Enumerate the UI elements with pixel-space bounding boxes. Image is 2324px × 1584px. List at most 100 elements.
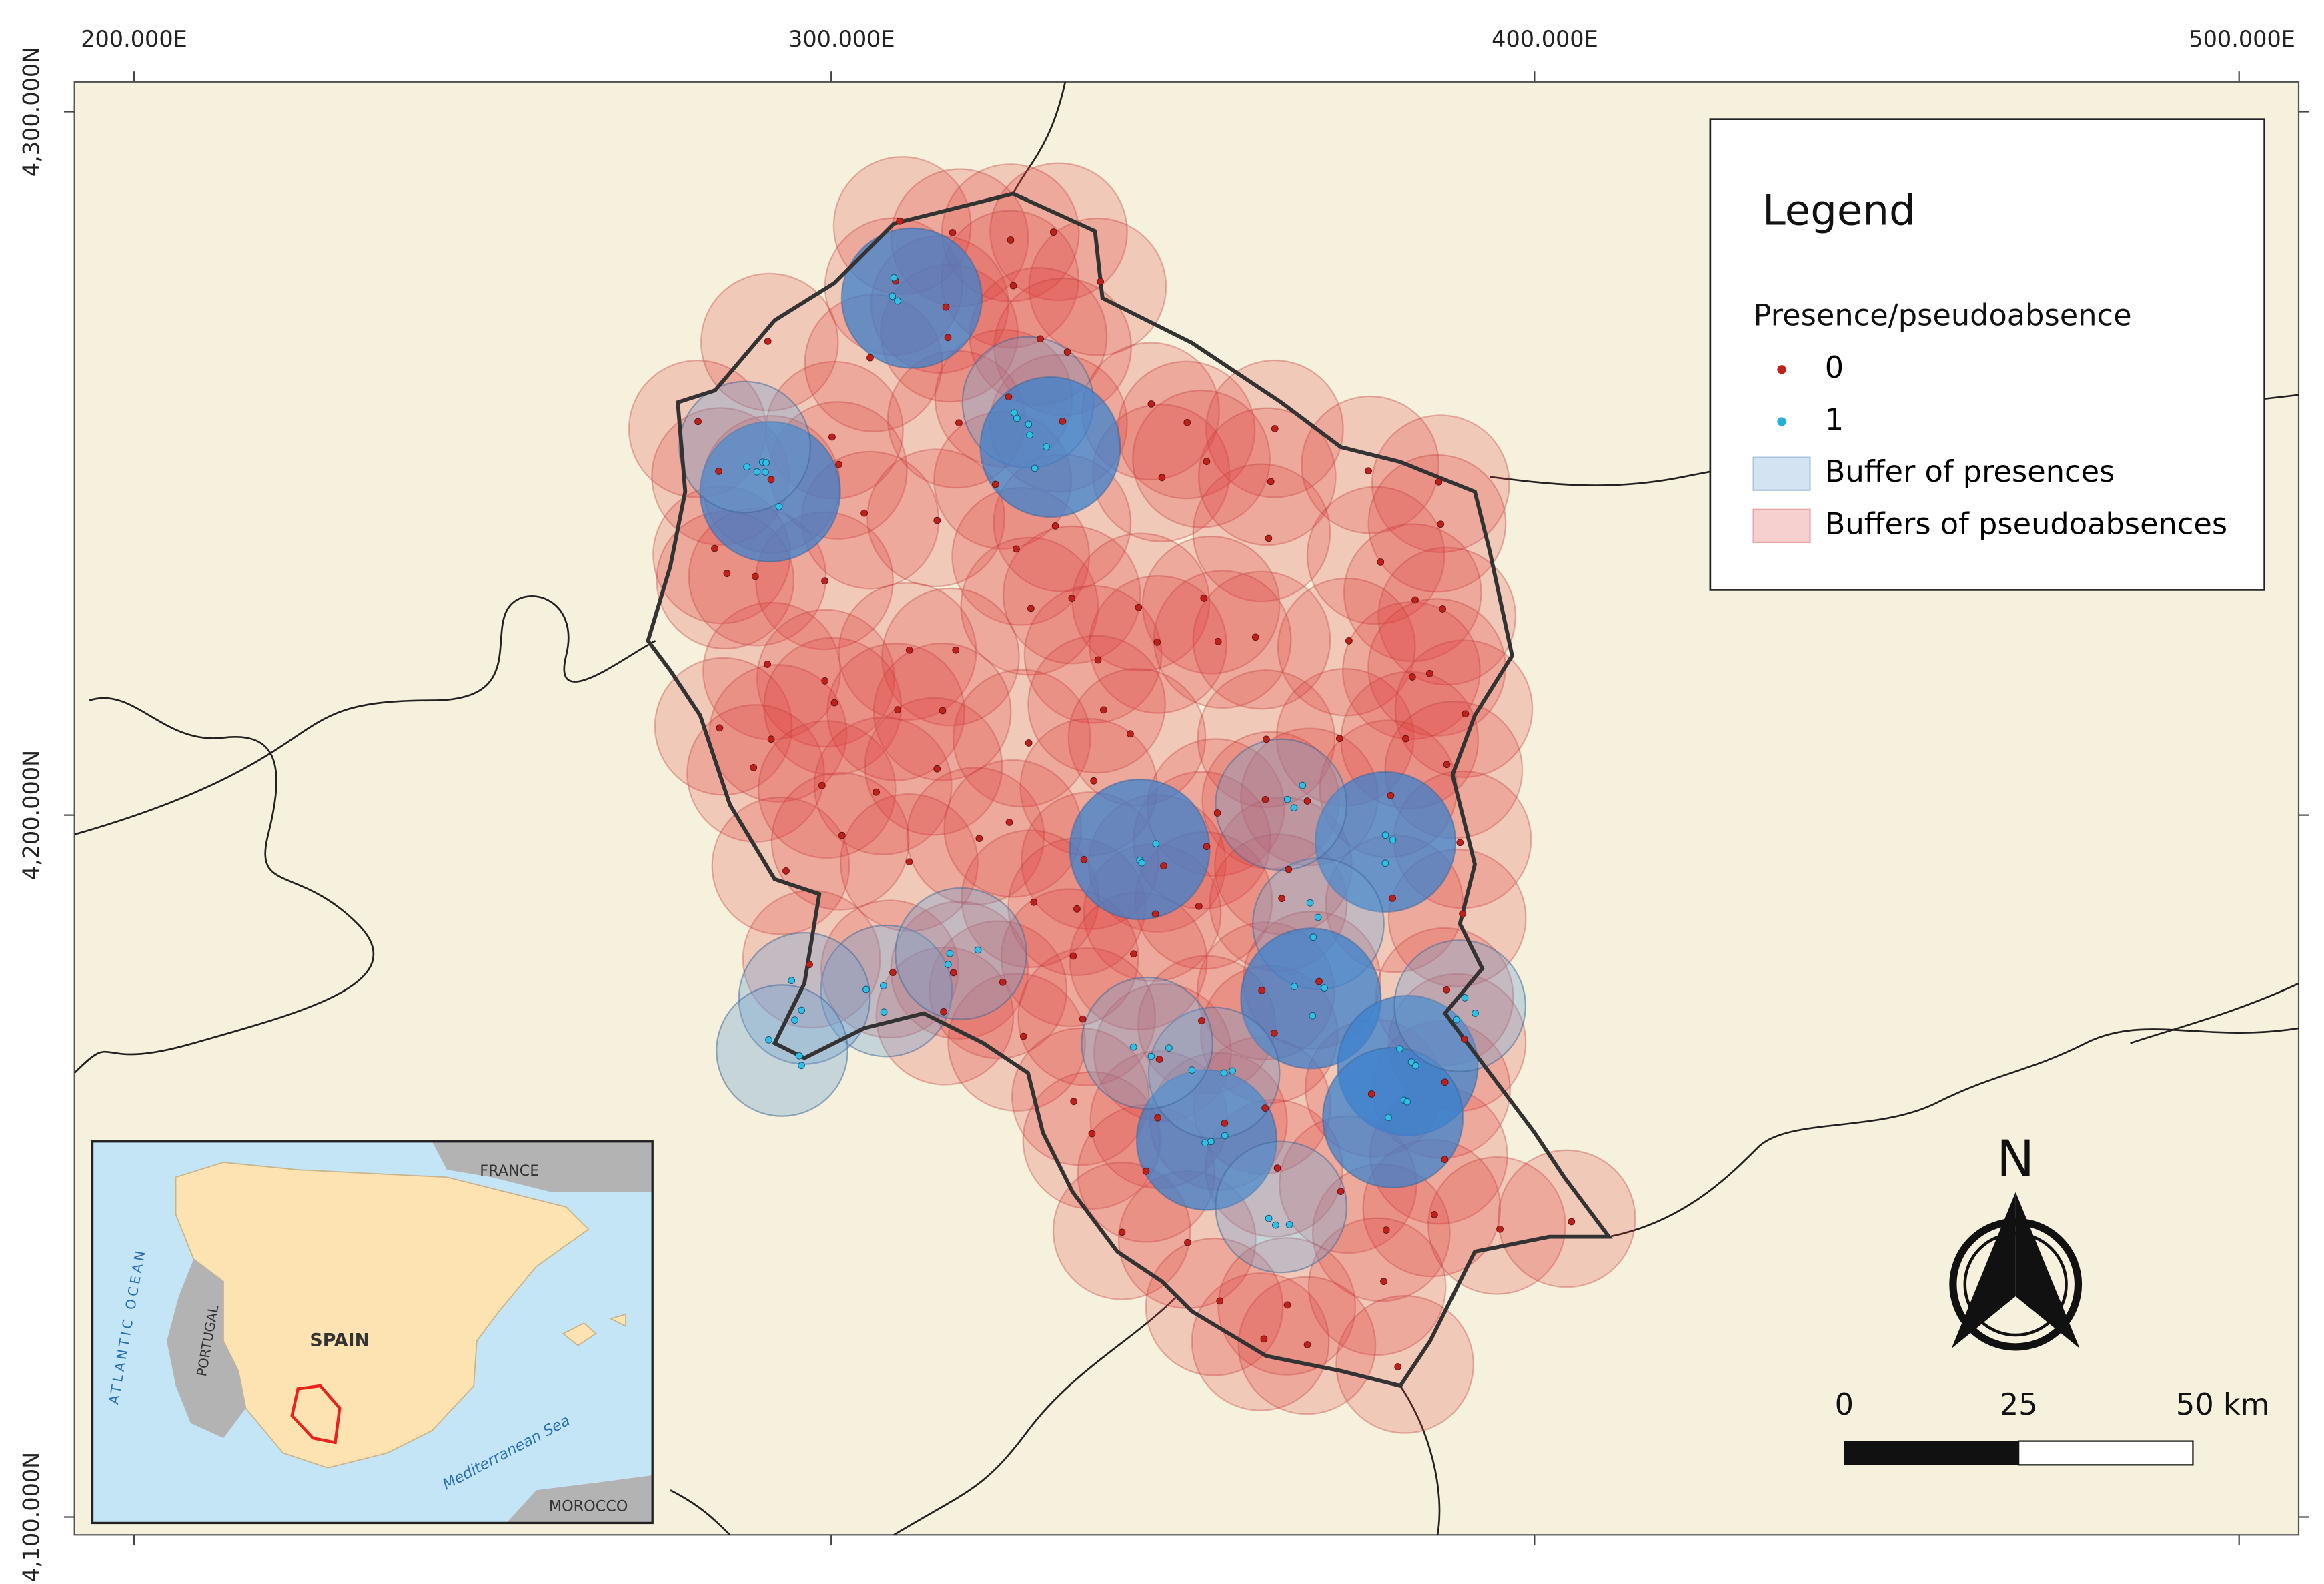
pseudoabsence-buffer [1343, 523, 1482, 663]
pseudoabsence-point [1425, 669, 1433, 677]
pseudoabsence-point [1070, 1098, 1077, 1106]
north-arrow-half [1951, 1192, 2016, 1349]
pseudoabsence-point [1382, 1226, 1390, 1234]
pseudoabsence-point [1037, 335, 1044, 343]
pseudoabsence-point [1195, 902, 1203, 910]
pseudoabsence-point [1013, 545, 1020, 553]
inset-frame [91, 1140, 654, 1525]
presence-point [1152, 840, 1160, 847]
presence-point [1129, 1043, 1137, 1051]
pseudoabsence-buffer [1192, 570, 1331, 710]
presence-point [795, 1052, 803, 1060]
pseudoabsence-point [723, 570, 731, 578]
pseudoabsence-point [1069, 952, 1077, 960]
presence-point [1291, 983, 1298, 990]
pseudoabsence-point [1059, 417, 1067, 425]
pseudoabsence-point [1387, 791, 1395, 799]
legend-item: 1 [1825, 402, 1844, 437]
scale-label: 50 km [2176, 1387, 2269, 1422]
pseudoabsence-point [806, 961, 813, 969]
pseudoabsence-point [828, 433, 836, 441]
presence-point [788, 977, 796, 985]
pseudoabsence-point [940, 1008, 947, 1016]
legend-group-title: Presence/pseudoabsence [1754, 298, 2132, 333]
presence-point [1385, 1114, 1392, 1122]
pseudoabsence-point [764, 661, 772, 668]
pseudoabsence-point [1335, 735, 1343, 743]
presence-point [1025, 420, 1033, 428]
presence-point [1396, 1045, 1403, 1053]
pseudoabsence-point [1265, 534, 1273, 542]
presence-point [1389, 836, 1397, 844]
presence-point [775, 502, 783, 510]
pseudoabsence-point [1130, 950, 1137, 958]
pseudoabsence-buffer [757, 720, 897, 859]
pseudoabsence-buffer [1427, 1156, 1566, 1295]
pseudoabsence-point [896, 217, 904, 225]
pseudoabsence-point [1278, 895, 1286, 903]
pseudoabsence-point [1214, 637, 1222, 645]
presence-point [762, 468, 769, 476]
pseudoabsence-point [992, 480, 999, 488]
pseudoabsence-buffer [947, 973, 1086, 1112]
pseudoabsence-point [1213, 809, 1221, 817]
pseudoabsence-point [1068, 595, 1076, 602]
pseudoabsence-point [1263, 735, 1270, 743]
pseudoabsence-point [952, 646, 960, 654]
pseudoabsence-buffer [708, 664, 848, 803]
legend-title: Legend [1762, 185, 1916, 234]
legend-symbol [1777, 417, 1786, 426]
presence-point [798, 1062, 805, 1070]
pseudoabsence-point [821, 677, 829, 685]
pseudoabsence-point [1184, 1238, 1191, 1246]
pseudoabsence-point [1408, 673, 1416, 681]
pseudoabsence-buffer [906, 767, 1045, 906]
presence-point [1147, 1052, 1155, 1060]
pseudoabsence-point [1365, 467, 1372, 475]
pseudoabsence-buffer [864, 697, 1003, 836]
presence-point [1381, 859, 1389, 867]
province-outline [646, 191, 1613, 1389]
pseudoabsence-buffer [941, 163, 1080, 302]
pseudoabsence-point [1267, 478, 1275, 486]
pseudoabsence-point [1155, 1056, 1163, 1063]
inset-france [432, 1141, 653, 1192]
pseudoabsence-point [1251, 633, 1259, 641]
pseudoabsence-buffer [1023, 584, 1163, 724]
pseudoabsence-point [1258, 986, 1266, 994]
pseudoabsence-buffer [875, 946, 1015, 1086]
presence-point [1229, 1067, 1236, 1075]
pseudoabsence-point [1435, 478, 1443, 486]
pseudoabsence-point [1200, 595, 1208, 602]
pseudoabsence-buffer [770, 771, 910, 911]
presence-point [1472, 1010, 1479, 1017]
presence-point [1026, 431, 1033, 439]
presence-point [1283, 795, 1291, 803]
pseudoabsence-point [1079, 1015, 1087, 1023]
pseudoabsence-point [1437, 520, 1445, 528]
pseudoabsence-point [1147, 400, 1155, 408]
pseudoabsence-point [1261, 795, 1269, 803]
pseudoabsence-point [1198, 1017, 1205, 1024]
pseudoabsence-point [950, 969, 957, 977]
pseudoabsence-point [1443, 761, 1451, 769]
pseudoabsence-buffer [1192, 463, 1331, 603]
pseudoabsence-point [1088, 1130, 1096, 1138]
pseudoabsence-buffer [1000, 888, 1139, 1028]
presence-point [1207, 1138, 1215, 1146]
inset-label: FRANCE [480, 1162, 539, 1180]
inset-morocco [506, 1475, 653, 1523]
pseudoabsence-buffer [1335, 1294, 1474, 1434]
pseudoabsence-point [1153, 638, 1161, 646]
pseudoabsence-buffer [1191, 1272, 1330, 1411]
pseudoabsence-point [999, 978, 1007, 986]
north-label: N [1996, 1130, 2035, 1188]
pseudoabsence-point [894, 706, 902, 713]
presence-point [1453, 1016, 1460, 1024]
pseudoabsence-point [1221, 1119, 1229, 1127]
pseudoabsence-point [1345, 637, 1353, 645]
pseudoabsence-point [1389, 895, 1397, 902]
pseudoabsence-point [1261, 1104, 1269, 1112]
legend-symbol [1752, 508, 1811, 544]
pseudoabsence-point [1273, 1164, 1281, 1172]
